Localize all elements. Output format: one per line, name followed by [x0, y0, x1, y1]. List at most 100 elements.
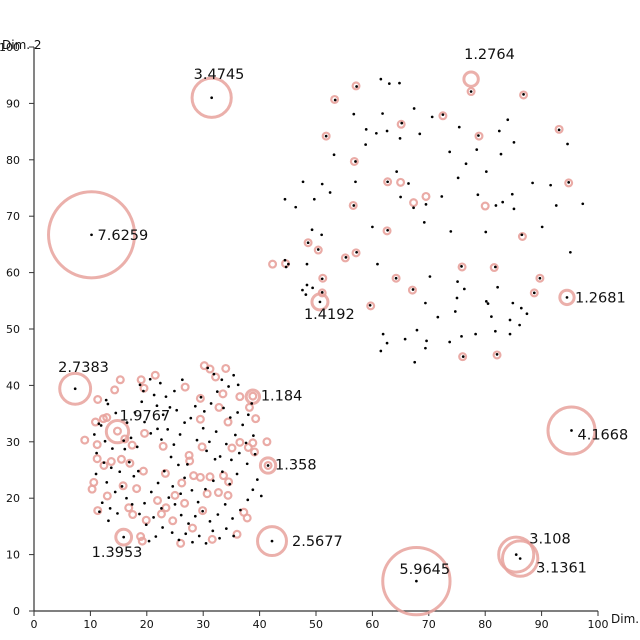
outlier-ring — [458, 352, 468, 362]
data-point — [320, 290, 324, 294]
annotation-circle — [258, 456, 278, 475]
outlier-ring — [140, 428, 150, 438]
data-point — [301, 180, 305, 184]
data-point — [453, 310, 457, 313]
data-point — [484, 170, 488, 173]
data-point — [455, 296, 459, 300]
data-point — [328, 191, 332, 194]
data-point — [100, 501, 104, 505]
outlier-ring — [330, 94, 340, 104]
outlier-ring — [116, 454, 126, 464]
data-point — [525, 312, 529, 316]
outlier-ring — [383, 177, 393, 187]
annotation-label: 3.4745 — [194, 67, 245, 83]
data-point — [266, 464, 270, 467]
data-point — [519, 306, 523, 310]
data-point — [152, 516, 155, 519]
x-tick-label: 30 — [196, 618, 210, 631]
data-point — [183, 421, 186, 424]
data-point — [565, 296, 569, 299]
data-point — [311, 286, 314, 290]
data-point — [113, 490, 117, 494]
x-tick-label: 70 — [422, 618, 436, 631]
data-point — [196, 500, 200, 504]
data-point — [424, 203, 428, 206]
data-point — [193, 514, 197, 518]
outlier-ring — [138, 466, 148, 476]
data-point — [179, 513, 183, 517]
outlier-ring — [242, 513, 252, 523]
data-point — [469, 90, 473, 93]
data-point — [305, 283, 309, 287]
data-point — [246, 413, 250, 417]
data-point — [90, 233, 93, 237]
data-point — [413, 360, 417, 364]
outlier-ring — [535, 273, 545, 283]
data-point — [415, 328, 419, 332]
outlier-ring — [92, 440, 102, 450]
outlier-ring — [187, 523, 197, 533]
outlier-ring — [529, 288, 539, 298]
data-point — [109, 466, 113, 470]
outlier-ring — [92, 454, 102, 464]
data-point — [412, 206, 415, 210]
data-point — [94, 472, 98, 476]
outlier-ring — [160, 468, 170, 478]
data-point — [201, 509, 204, 513]
data-point — [395, 170, 399, 173]
data-point — [252, 434, 255, 437]
outlier-ring — [235, 437, 245, 447]
data-point — [221, 470, 224, 474]
outlier-ring — [211, 372, 221, 382]
outlier-ring — [205, 364, 215, 374]
data-point — [386, 228, 389, 232]
data-point — [460, 334, 463, 338]
data-point — [508, 332, 512, 336]
data-point — [127, 460, 131, 464]
data-point — [320, 182, 324, 186]
data-point — [173, 503, 177, 506]
data-point — [304, 293, 308, 296]
annotation-label: 3.1361 — [536, 561, 587, 577]
data-point — [461, 355, 465, 358]
annotation-circle — [558, 288, 576, 307]
data-point — [379, 77, 383, 81]
data-point — [111, 447, 114, 450]
data-point — [332, 153, 336, 157]
y-tick-label: 70 — [6, 210, 20, 223]
data-point — [184, 532, 188, 536]
data-point — [494, 265, 497, 269]
outlier-ring — [366, 301, 376, 311]
data-point — [155, 404, 159, 408]
data-point — [208, 440, 211, 444]
y-tick-label: 60 — [6, 267, 20, 280]
data-point — [216, 513, 220, 516]
outlier-ring — [223, 417, 233, 427]
x-axis-label: Dim. 1 — [611, 612, 640, 626]
data-point — [105, 481, 109, 484]
data-point — [132, 474, 136, 478]
data-point — [476, 193, 480, 197]
data-point — [213, 457, 217, 461]
y-tick-label: 0 — [13, 605, 20, 618]
outlier-ring — [87, 484, 97, 494]
annotation-label: 3.108 — [529, 532, 571, 548]
data-point — [215, 390, 219, 393]
data-point — [557, 128, 561, 132]
data-point — [98, 510, 101, 514]
data-point — [228, 482, 232, 486]
data-point — [494, 329, 497, 333]
outlier-ring — [351, 248, 361, 258]
y-tick-label: 80 — [6, 154, 20, 167]
x-tick-label: 90 — [535, 618, 549, 631]
data-point — [161, 413, 165, 417]
annotation-label: 1.9767 — [119, 409, 170, 425]
outlier-ring — [214, 402, 224, 412]
data-point — [394, 276, 398, 280]
outlier-ring — [349, 156, 359, 166]
data-point — [230, 458, 233, 462]
data-point — [138, 383, 142, 387]
data-point — [232, 373, 236, 377]
data-point — [237, 451, 241, 455]
y-tick-label: 30 — [6, 436, 20, 449]
